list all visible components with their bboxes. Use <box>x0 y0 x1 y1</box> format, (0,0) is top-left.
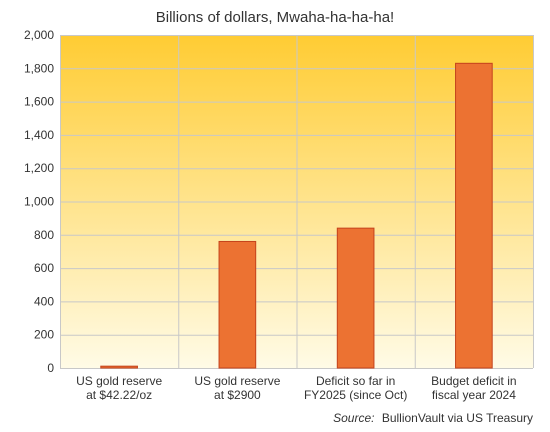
x-tick-label-line: Budget deficit in <box>431 374 516 388</box>
y-tick-label: 800 <box>34 228 54 242</box>
y-tick-label: 600 <box>34 261 54 275</box>
y-tick-label: 1,000 <box>24 195 54 209</box>
bar <box>100 365 138 369</box>
x-tick-label-line: at $42.22/oz <box>86 388 152 402</box>
bar <box>336 227 375 369</box>
x-tick-label-line: US gold reserve <box>76 374 162 388</box>
source-prefix: Source: <box>333 411 374 425</box>
y-axis-ticks: 0 200 400 600 800 1,000 1,200 1,400 1,600 1,800 2,… <box>24 28 54 375</box>
x-tick-label-line: Deficit so far in <box>316 374 395 388</box>
x-tick-label: US gold reserve at $2900 <box>194 374 280 402</box>
x-tick-label-line: US gold reserve <box>194 374 280 388</box>
bars <box>100 62 493 369</box>
x-tick-label-line: FY2025 (since Oct) <box>304 388 407 402</box>
bar <box>455 62 493 369</box>
x-tick-label: Deficit so far in FY2025 (since Oct) <box>304 374 407 402</box>
x-tick-label-line: at $2900 <box>214 388 261 402</box>
x-tick-label: Budget deficit in fiscal year 2024 <box>431 374 516 402</box>
y-tick-label: 400 <box>34 294 54 308</box>
source-text: BullionVault via US Treasury <box>382 411 533 425</box>
y-tick-label: 1,800 <box>24 61 54 75</box>
gridlines <box>60 35 534 369</box>
bar <box>218 240 257 369</box>
chart-title: Billions of dollars, Mwaha-ha-ha-ha! <box>156 9 394 26</box>
y-tick-label: 1,600 <box>24 95 54 109</box>
x-tick-label-line: fiscal year 2024 <box>432 388 516 402</box>
x-tick-label: US gold reserve at $42.22/oz <box>76 374 162 402</box>
y-tick-label: 2,000 <box>24 28 54 42</box>
y-tick-label: 1,400 <box>24 128 54 142</box>
y-tick-label: 1,200 <box>24 161 54 175</box>
y-tick-label: 0 <box>47 361 54 375</box>
y-tick-label: 200 <box>34 328 54 342</box>
source-note: Source: BullionVault via US Treasury <box>333 411 533 425</box>
